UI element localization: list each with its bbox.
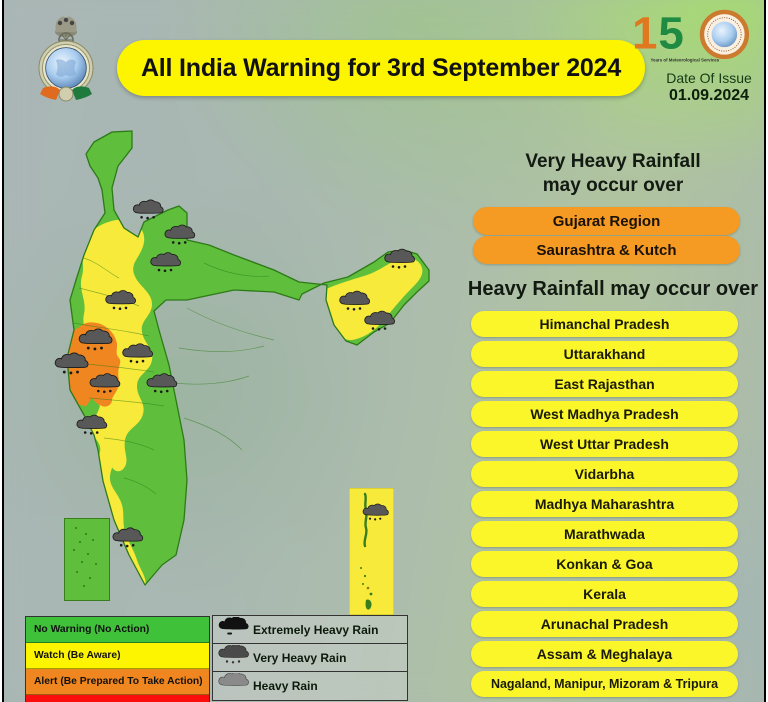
svg-text:5: 5 <box>658 8 683 58</box>
svg-text:1: 1 <box>632 8 657 58</box>
